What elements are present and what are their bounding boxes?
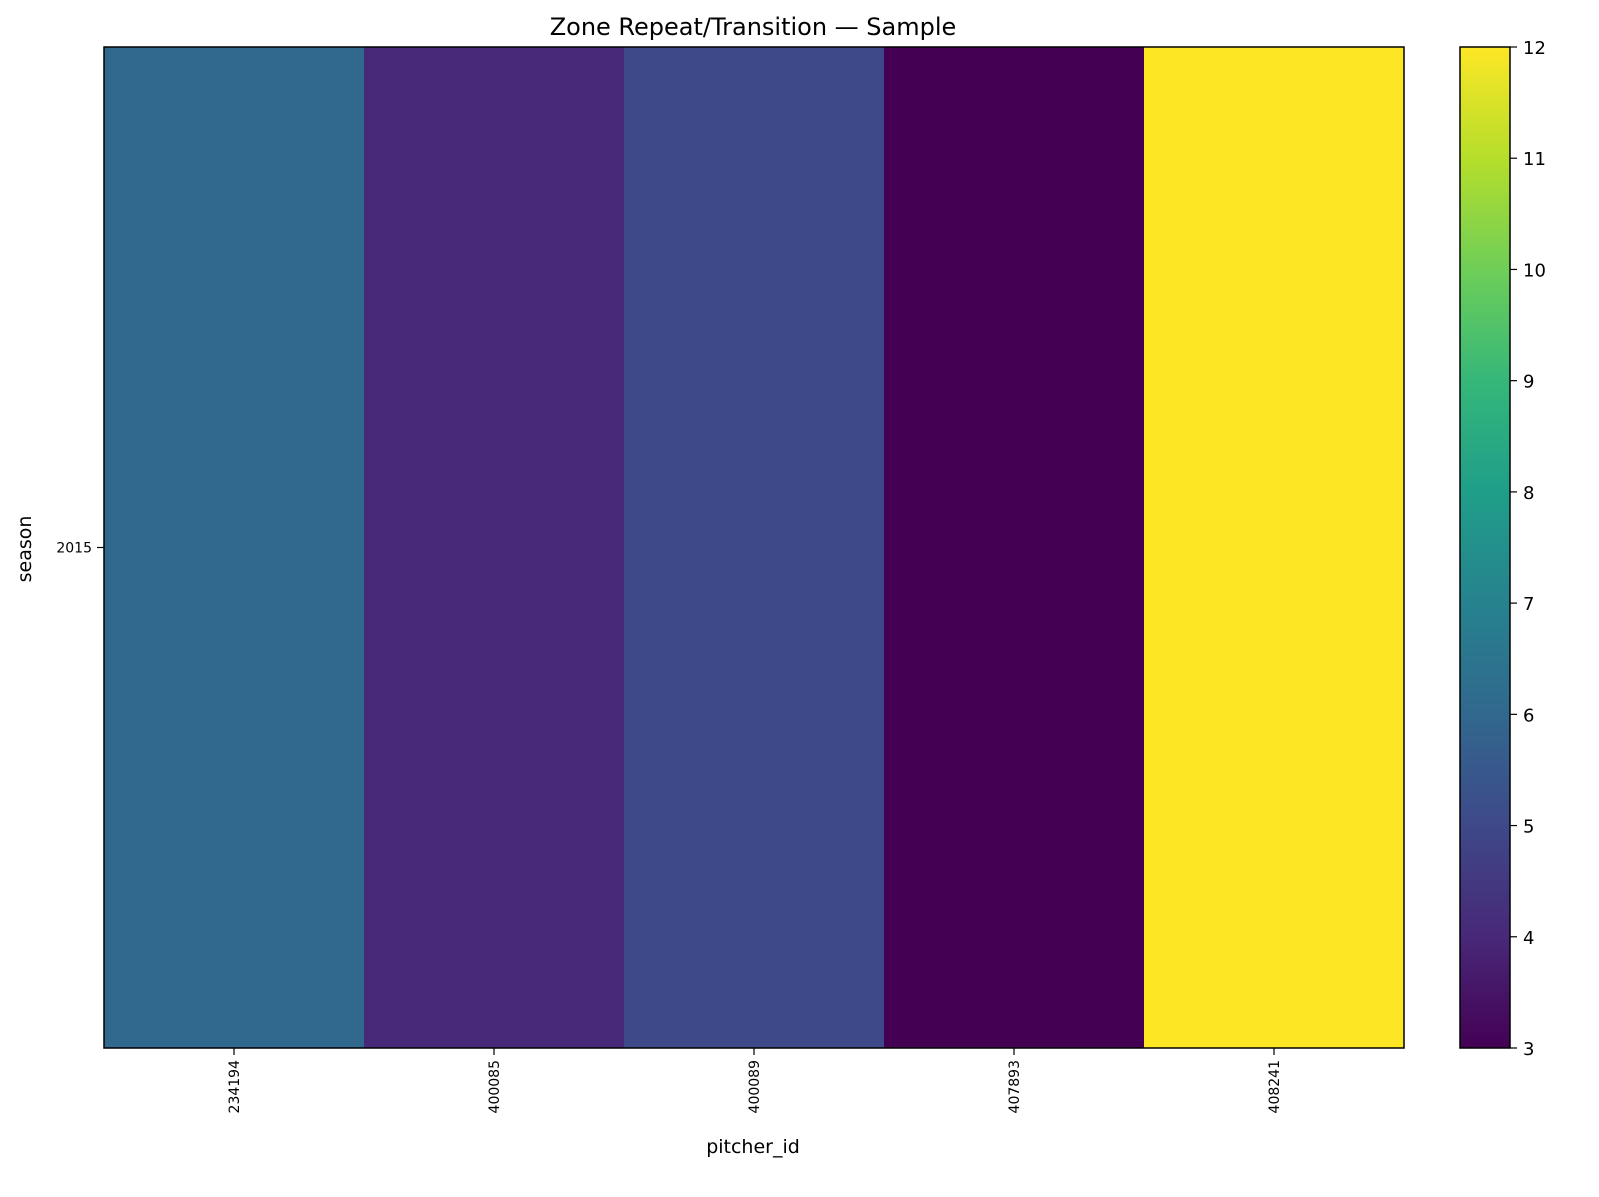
colorbar-tick-label: 6 xyxy=(1523,705,1534,726)
colorbar-tick-label: 11 xyxy=(1523,149,1546,170)
colorbar-tick-label: 3 xyxy=(1523,1039,1534,1060)
x-axis-ticks: 234194 400085 400089 407893 408241 xyxy=(227,1048,1283,1113)
y-axis-ticks: 2015 xyxy=(56,541,104,557)
colorbar-tick-label: 5 xyxy=(1523,817,1534,838)
colorbar-tick-label: 8 xyxy=(1523,483,1534,504)
heatmap-cells xyxy=(104,47,1405,1049)
colorbar-ticks: 3 4 5 6 7 8 9 10 11 12 xyxy=(1510,38,1546,1060)
x-tick-label: 400085 xyxy=(487,1060,503,1113)
colorbar xyxy=(1460,47,1510,1048)
colorbar-tick-label: 10 xyxy=(1523,260,1546,281)
colorbar-frame xyxy=(1459,46,1511,1049)
colorbar-tick-label: 12 xyxy=(1523,38,1546,59)
y-axis-label: season xyxy=(14,516,36,583)
x-tick-label: 400089 xyxy=(747,1060,763,1113)
colorbar-tick-label: 7 xyxy=(1523,594,1534,615)
heatmap-cell xyxy=(884,47,1145,1049)
heatmap-cell xyxy=(104,47,365,1049)
y-tick-label: 2015 xyxy=(56,541,92,557)
heatmap-cell xyxy=(364,47,625,1049)
x-tick-label: 407893 xyxy=(1007,1060,1023,1113)
chart-title: Zone Repeat/Transition — Sample xyxy=(550,13,957,41)
colorbar-tick-label: 4 xyxy=(1523,928,1534,949)
heatmap-cell xyxy=(1144,47,1405,1049)
x-axis-label: pitcher_id xyxy=(706,1136,800,1158)
colorbar-tick-label: 9 xyxy=(1523,372,1534,393)
x-tick-label: 408241 xyxy=(1267,1060,1283,1113)
x-tick-label: 234194 xyxy=(227,1060,243,1114)
heatmap-cell xyxy=(624,47,885,1049)
